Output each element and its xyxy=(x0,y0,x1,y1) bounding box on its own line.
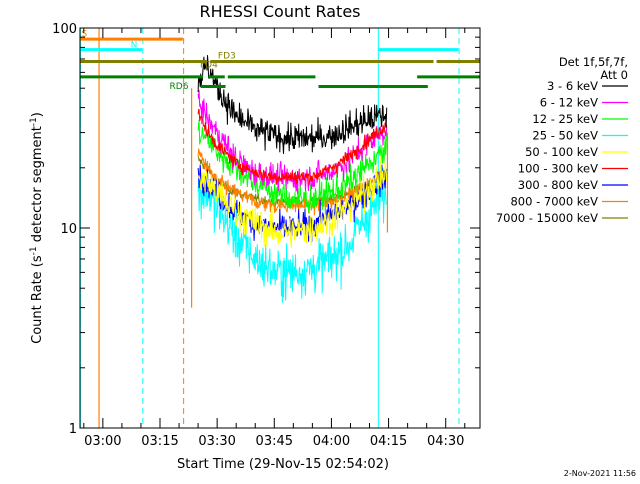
y-tick-label-2: 100 xyxy=(52,22,77,37)
legend-label-0: 3 - 6 keV xyxy=(547,79,598,93)
flag-label-n: N xyxy=(131,41,138,51)
flag-label-s: S xyxy=(82,30,88,40)
flag-label-fd4: FD4 xyxy=(200,60,218,70)
x-axis-label: Start Time (29-Nov-15 02:54:02) xyxy=(177,457,389,472)
series-line-3-6kev xyxy=(197,55,388,154)
footer-timestamp: 2-Nov-2021 11:56 xyxy=(564,469,636,478)
chart-title: RHESSI Count Rates xyxy=(200,2,361,21)
legend-label-6: 300 - 800 keV xyxy=(518,178,598,192)
x-tick-label-6: 04:30 xyxy=(427,434,464,449)
legend-label-3: 25 - 50 keV xyxy=(532,129,598,143)
flag-label-fd3: FD3 xyxy=(218,51,236,61)
legend-label-8: 7000 - 15000 keV xyxy=(496,211,598,225)
legend-label-7: 800 - 7000 keV xyxy=(510,195,598,209)
x-tick-label-4: 04:00 xyxy=(313,434,350,449)
legend-header-line-1: Att 0 xyxy=(600,68,628,82)
series-line-50-100kev xyxy=(197,155,388,248)
y-label-end: ) xyxy=(30,112,45,117)
legend-label-4: 50 - 100 keV xyxy=(525,145,598,159)
y-axis-label: Count Rate (s-1 detector segment-1) xyxy=(29,112,45,344)
series-line-25-50kev xyxy=(197,167,388,303)
y-tick-label-1: 10 xyxy=(60,222,77,237)
series-line-12-25kev xyxy=(197,119,388,215)
plot-frame xyxy=(79,27,481,429)
legend: Det 1f,5f,7f,Att 03 - 6 keV 6 - 12 keV 12 … xyxy=(496,55,628,225)
legend-label-2: 12 - 25 keV xyxy=(532,112,598,126)
y-label-sup1: -1 xyxy=(29,246,39,255)
x-tick-label-1: 03:15 xyxy=(141,434,178,449)
legend-label-5: 100 - 300 keV xyxy=(518,162,598,176)
x-tick-label-0: 03:00 xyxy=(84,434,121,449)
series-line-100-300kev xyxy=(197,108,388,186)
legend-header-line-0: Det 1f,5f,7f, xyxy=(559,55,628,69)
flag-label-rd6: RD6 xyxy=(170,82,189,92)
x-tick-label-2: 03:30 xyxy=(198,434,235,449)
y-tick-label-0: 1 xyxy=(69,422,77,437)
x-tick-label-5: 04:15 xyxy=(370,434,407,449)
x-tick-label-3: 03:45 xyxy=(256,434,293,449)
y-label-main: Count Rate (s xyxy=(30,255,45,344)
legend-label-1: 6 - 12 keV xyxy=(540,96,598,110)
y-label-mid: detector segment xyxy=(30,126,45,246)
plot-content xyxy=(80,28,480,428)
y-label-sup2: -1 xyxy=(29,117,39,126)
